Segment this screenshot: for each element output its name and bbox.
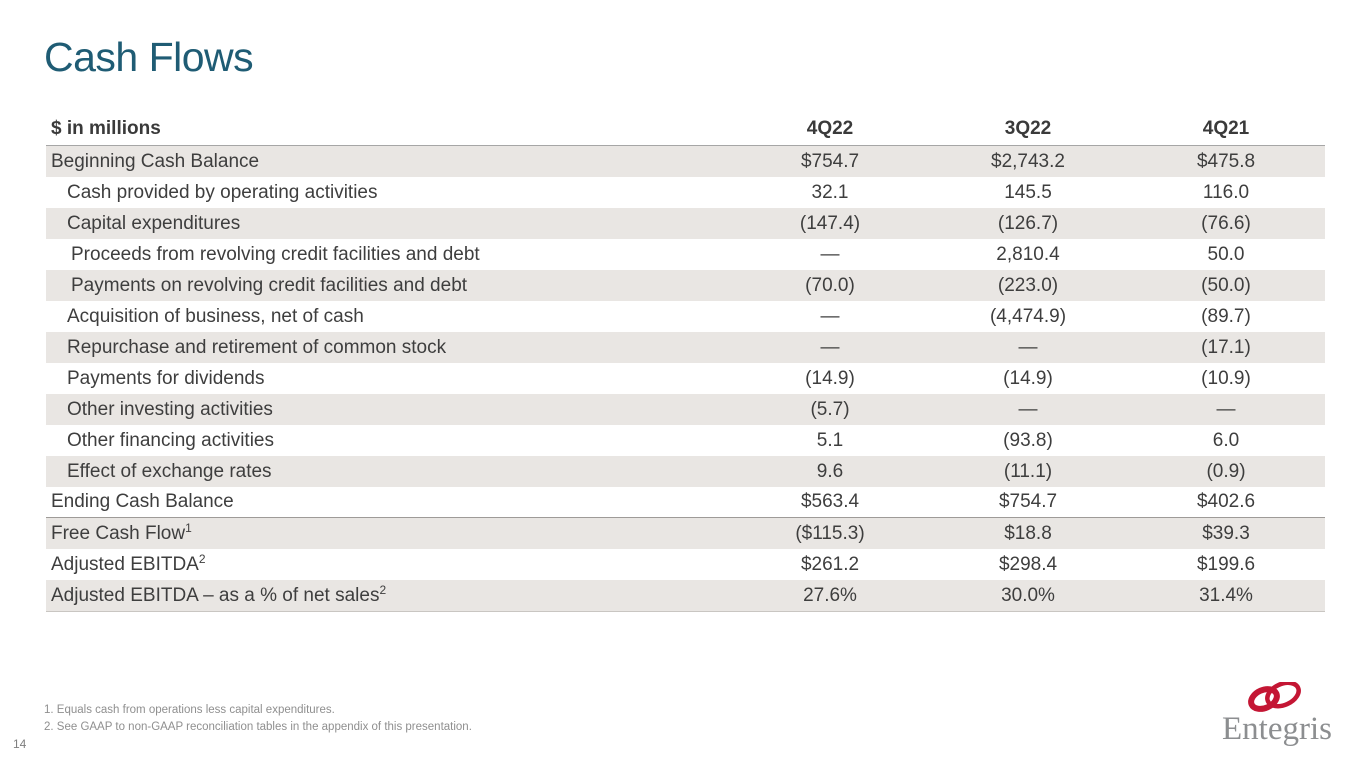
cash-flows-table: $ in millions 4Q22 3Q22 4Q21 Beginning C… xyxy=(46,112,1325,612)
cell-value: 145.5 xyxy=(1004,181,1052,203)
cell-value: 27.6% xyxy=(803,584,857,606)
row-label: Free Cash Flow1 xyxy=(51,520,192,544)
footnote-1: 1. Equals cash from operations less capi… xyxy=(44,704,335,716)
row-label: Other financing activities xyxy=(67,429,274,451)
footnote-ref: 1 xyxy=(185,520,192,535)
row-label: Payments on revolving credit facilities … xyxy=(71,274,468,296)
cell-value: $298.4 xyxy=(998,553,1058,575)
table-row: Ending Cash Balance $563.4 $754.7 $402.6 xyxy=(46,487,1325,518)
table-row: Adjusted EBITDA – as a % of net sales2 2… xyxy=(46,580,1325,611)
row-label: Cash provided by operating activities xyxy=(67,181,378,203)
cell-value: $261.2 xyxy=(800,553,860,575)
row-label: Other investing activities xyxy=(67,398,273,420)
entegris-logo: Entegris xyxy=(1220,682,1348,748)
unit-label: $ in millions xyxy=(51,117,161,139)
table-row: Free Cash Flow1 ($115.3) $18.8 $39.3 xyxy=(46,518,1325,549)
cell-value: (70.0) xyxy=(805,274,855,296)
cell-value: — xyxy=(1018,336,1038,358)
entegris-rings-icon: Entegris xyxy=(1222,682,1332,747)
cell-value: (14.9) xyxy=(1003,367,1053,389)
cell-value: $39.3 xyxy=(1202,522,1250,544)
cell-value: $475.8 xyxy=(1196,150,1256,172)
cell-value: (76.6) xyxy=(1201,212,1251,234)
cell-value: (11.1) xyxy=(1003,460,1053,482)
cell-value: (223.0) xyxy=(997,274,1059,296)
row-label: Payments for dividends xyxy=(67,367,265,389)
table-row: Cash provided by operating activities 32… xyxy=(46,177,1325,208)
row-label: Beginning Cash Balance xyxy=(51,150,260,172)
column-header-3q22: 3Q22 xyxy=(1004,117,1052,139)
entegris-wordmark: Entegris xyxy=(1222,711,1332,747)
cell-value: (14.9) xyxy=(805,367,855,389)
table-row: Acquisition of business, net of cash — (… xyxy=(46,301,1325,332)
cell-value: — xyxy=(1216,398,1236,420)
cell-value: 30.0% xyxy=(1001,584,1055,606)
table-row: Adjusted EBITDA2 $261.2 $298.4 $199.6 xyxy=(46,549,1325,580)
page-number: 14 xyxy=(13,737,27,751)
cell-value: 32.1 xyxy=(811,181,849,203)
row-label: Effect of exchange rates xyxy=(67,460,272,482)
cell-value: (93.8) xyxy=(1003,429,1053,451)
column-header-4q22: 4Q22 xyxy=(806,117,854,139)
table-row: Other financing activities 5.1 (93.8) 6.… xyxy=(46,425,1325,456)
table-row: Payments for dividends (14.9) (14.9) (10… xyxy=(46,363,1325,394)
footnote-ref: 2 xyxy=(379,582,387,597)
table-row: Beginning Cash Balance $754.7 $2,743.2 $… xyxy=(46,146,1325,177)
cell-value: $402.6 xyxy=(1196,491,1256,512)
cell-value: (147.4) xyxy=(799,212,861,234)
cell-value: 116.0 xyxy=(1202,181,1250,203)
row-label: Repurchase and retirement of common stoc… xyxy=(67,336,447,358)
cell-value: ($115.3) xyxy=(795,522,865,544)
row-label: Acquisition of business, net of cash xyxy=(67,305,364,327)
table-row: Proceeds from revolving credit facilitie… xyxy=(46,239,1325,270)
cell-value: $754.7 xyxy=(998,491,1058,512)
cell-value: 2,810.4 xyxy=(996,243,1060,265)
cell-value: 9.6 xyxy=(816,460,844,482)
table-row: Effect of exchange rates 9.6 (11.1) (0.9… xyxy=(46,456,1325,487)
footnote-ref: 2 xyxy=(198,551,206,566)
table-row: Capital expenditures (147.4) (126.7) (76… xyxy=(46,208,1325,239)
cell-value: $199.6 xyxy=(1196,553,1256,575)
cell-value: 50.0 xyxy=(1207,243,1245,265)
cell-value: (5.7) xyxy=(810,398,850,420)
row-label: Ending Cash Balance xyxy=(51,491,234,512)
cell-value: $2,743.2 xyxy=(991,150,1065,172)
row-label: Adjusted EBITDA2 xyxy=(51,551,206,575)
table-row: Other investing activities (5.7) — — xyxy=(46,394,1325,425)
cell-value: — xyxy=(820,305,840,327)
page-title: Cash Flows xyxy=(44,34,254,80)
cell-value: (126.7) xyxy=(997,212,1059,234)
cell-value: 6.0 xyxy=(1212,429,1240,451)
table-row: Payments on revolving credit facilities … xyxy=(46,270,1325,301)
column-header-4q21: 4Q21 xyxy=(1202,117,1250,139)
row-label: Capital expenditures xyxy=(67,212,241,234)
cell-value: $18.8 xyxy=(1004,522,1052,544)
table-row: Repurchase and retirement of common stoc… xyxy=(46,332,1325,363)
cell-value: (0.9) xyxy=(1206,460,1246,482)
row-label: Adjusted EBITDA – as a % of net sales2 xyxy=(51,582,387,606)
cell-value: (4,474.9) xyxy=(989,305,1067,327)
cell-value: $563.4 xyxy=(800,491,860,512)
row-label: Proceeds from revolving credit facilitie… xyxy=(71,243,480,265)
cell-value: (17.1) xyxy=(1201,336,1251,358)
cell-value: (10.9) xyxy=(1201,367,1251,389)
footnote-2: 2. See GAAP to non-GAAP reconciliation t… xyxy=(44,721,472,733)
table-header-row: $ in millions 4Q22 3Q22 4Q21 xyxy=(46,112,1325,146)
cell-value: 31.4% xyxy=(1199,584,1253,606)
cell-value: $754.7 xyxy=(800,150,860,172)
footnotes: 1. Equals cash from operations less capi… xyxy=(44,702,472,736)
cell-value: — xyxy=(1018,398,1038,420)
cell-value: — xyxy=(820,243,840,265)
cell-value: 5.1 xyxy=(816,429,844,451)
cell-value: — xyxy=(820,336,840,358)
cell-value: (89.7) xyxy=(1201,305,1251,327)
cell-value: (50.0) xyxy=(1201,274,1251,296)
